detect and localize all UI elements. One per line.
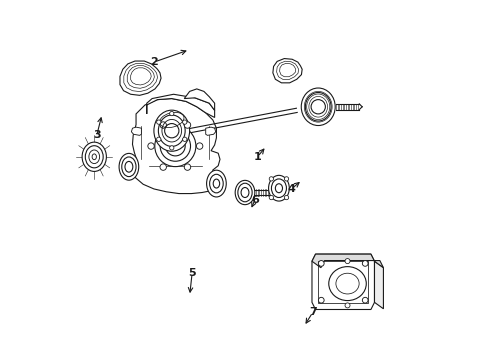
Circle shape bbox=[160, 122, 167, 128]
Ellipse shape bbox=[85, 146, 103, 168]
Circle shape bbox=[345, 303, 350, 308]
Circle shape bbox=[184, 164, 191, 170]
Polygon shape bbox=[184, 89, 215, 111]
Circle shape bbox=[160, 164, 167, 170]
Polygon shape bbox=[120, 61, 161, 95]
Ellipse shape bbox=[329, 267, 367, 301]
Polygon shape bbox=[206, 127, 216, 135]
Polygon shape bbox=[131, 127, 142, 135]
Ellipse shape bbox=[235, 180, 255, 204]
Ellipse shape bbox=[122, 157, 136, 177]
Circle shape bbox=[170, 111, 174, 116]
Ellipse shape bbox=[166, 136, 185, 156]
Ellipse shape bbox=[158, 115, 185, 147]
Circle shape bbox=[362, 261, 368, 266]
Ellipse shape bbox=[207, 170, 226, 197]
Circle shape bbox=[184, 122, 191, 128]
Text: 2: 2 bbox=[150, 57, 158, 67]
Circle shape bbox=[284, 195, 289, 200]
Circle shape bbox=[170, 146, 174, 150]
Circle shape bbox=[157, 120, 161, 124]
Text: 7: 7 bbox=[309, 307, 317, 317]
Circle shape bbox=[311, 100, 325, 114]
Ellipse shape bbox=[269, 175, 289, 201]
Text: 4: 4 bbox=[288, 184, 295, 194]
Circle shape bbox=[269, 177, 273, 181]
Text: 6: 6 bbox=[251, 195, 259, 204]
Ellipse shape bbox=[271, 179, 287, 198]
Ellipse shape bbox=[155, 126, 196, 167]
Ellipse shape bbox=[119, 153, 139, 180]
Circle shape bbox=[148, 143, 154, 149]
Circle shape bbox=[183, 137, 187, 141]
Ellipse shape bbox=[160, 131, 191, 161]
Circle shape bbox=[284, 177, 289, 181]
Text: 1: 1 bbox=[254, 152, 261, 162]
Text: 5: 5 bbox=[188, 268, 196, 278]
Ellipse shape bbox=[305, 93, 331, 121]
Polygon shape bbox=[273, 59, 302, 83]
Circle shape bbox=[183, 120, 187, 124]
Polygon shape bbox=[374, 261, 383, 309]
Circle shape bbox=[157, 137, 161, 141]
Ellipse shape bbox=[213, 179, 220, 188]
Polygon shape bbox=[147, 94, 215, 117]
Circle shape bbox=[318, 297, 324, 303]
Circle shape bbox=[345, 258, 350, 264]
Circle shape bbox=[269, 195, 273, 200]
Ellipse shape bbox=[238, 183, 252, 202]
Polygon shape bbox=[123, 99, 223, 194]
Circle shape bbox=[362, 297, 368, 303]
Ellipse shape bbox=[125, 161, 133, 172]
Circle shape bbox=[196, 143, 203, 149]
Polygon shape bbox=[312, 254, 383, 268]
Circle shape bbox=[318, 261, 324, 266]
Ellipse shape bbox=[82, 142, 106, 171]
Ellipse shape bbox=[210, 174, 223, 193]
Text: 3: 3 bbox=[93, 130, 100, 140]
Ellipse shape bbox=[154, 110, 190, 151]
Ellipse shape bbox=[301, 88, 335, 126]
Polygon shape bbox=[312, 254, 374, 310]
